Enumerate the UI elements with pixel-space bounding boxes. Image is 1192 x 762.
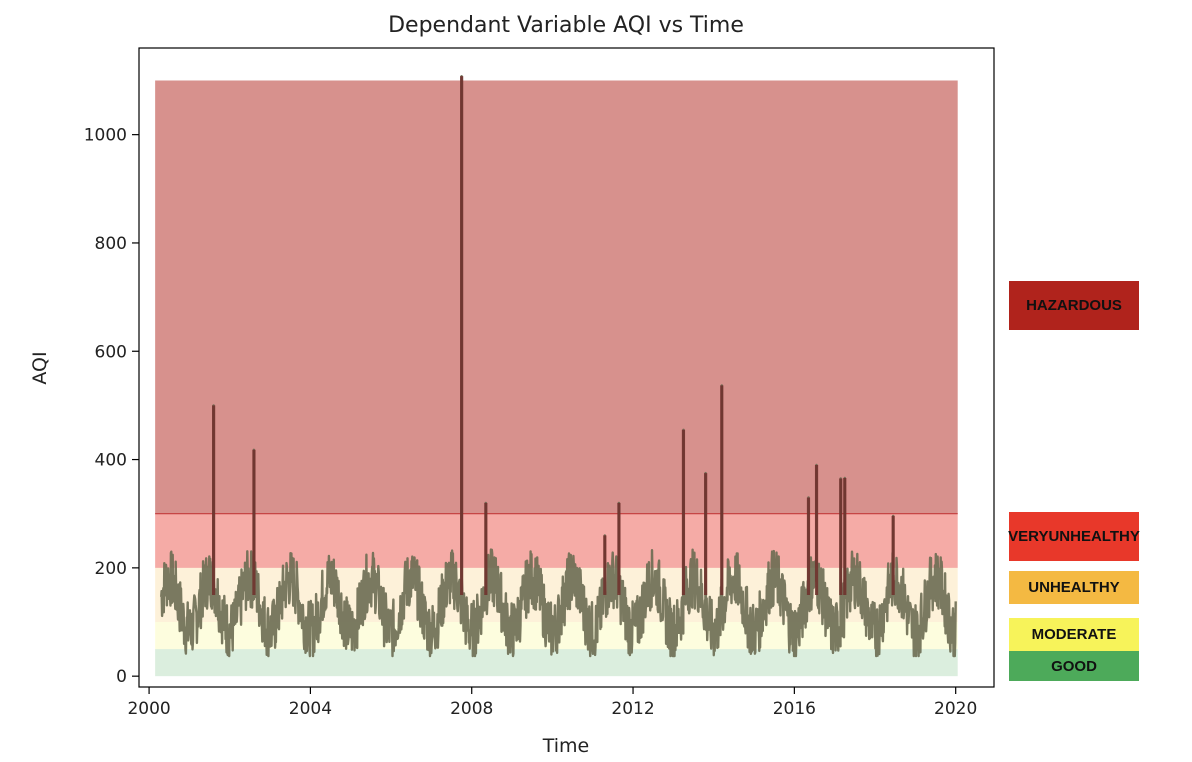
legend-good: GOOD [1009,651,1139,681]
band-hazardous [155,80,958,514]
x-axis-ticks: 2000 2004 2008 2012 2016 2020 [127,687,977,719]
legend-label: VERY [1008,528,1049,545]
x-tick-label: 2000 [127,699,170,719]
aqi-series [160,75,957,658]
legend-label: UNHEALTHY [1028,579,1120,596]
legend-label: MODERATE [1031,626,1117,643]
legend-moderate: MODERATE [1009,618,1139,651]
band-very-unhealthy [155,513,958,568]
x-tick-label: 2016 [773,699,816,719]
x-tick-label: 2012 [611,699,654,719]
series-line [160,75,957,658]
x-tick-label: 2020 [934,699,977,719]
x-axis-label: Time [542,735,590,757]
plot-frame [138,47,995,688]
legend-label: HAZARDOUS [1026,297,1122,314]
x-tick-label: 2008 [450,699,493,719]
y-tick-label: 400 [95,451,127,471]
x-tick-label: 2004 [289,699,332,719]
y-tick-label: 200 [95,559,127,579]
y-tick-label: 1000 [84,126,127,146]
legend-very-unhealthy: VERY UNHEALTHY [1008,512,1140,561]
y-tick-label: 0 [116,667,127,687]
legend-label: GOOD [1051,657,1097,675]
legend-hazardous: HAZARDOUS [1009,281,1139,330]
y-tick-label: 600 [95,342,127,362]
chart-title: Dependant Variable AQI vs Time [388,13,744,38]
y-tick-label: 800 [95,234,127,254]
legend-unhealthy: UNHEALTHY [1009,571,1139,604]
y-axis-ticks: 0 200 400 600 800 1000 [84,126,139,687]
legend-label: UNHEALTHY [1048,528,1140,545]
y-axis-label: AQI [29,351,51,384]
aqi-bands [155,80,958,677]
